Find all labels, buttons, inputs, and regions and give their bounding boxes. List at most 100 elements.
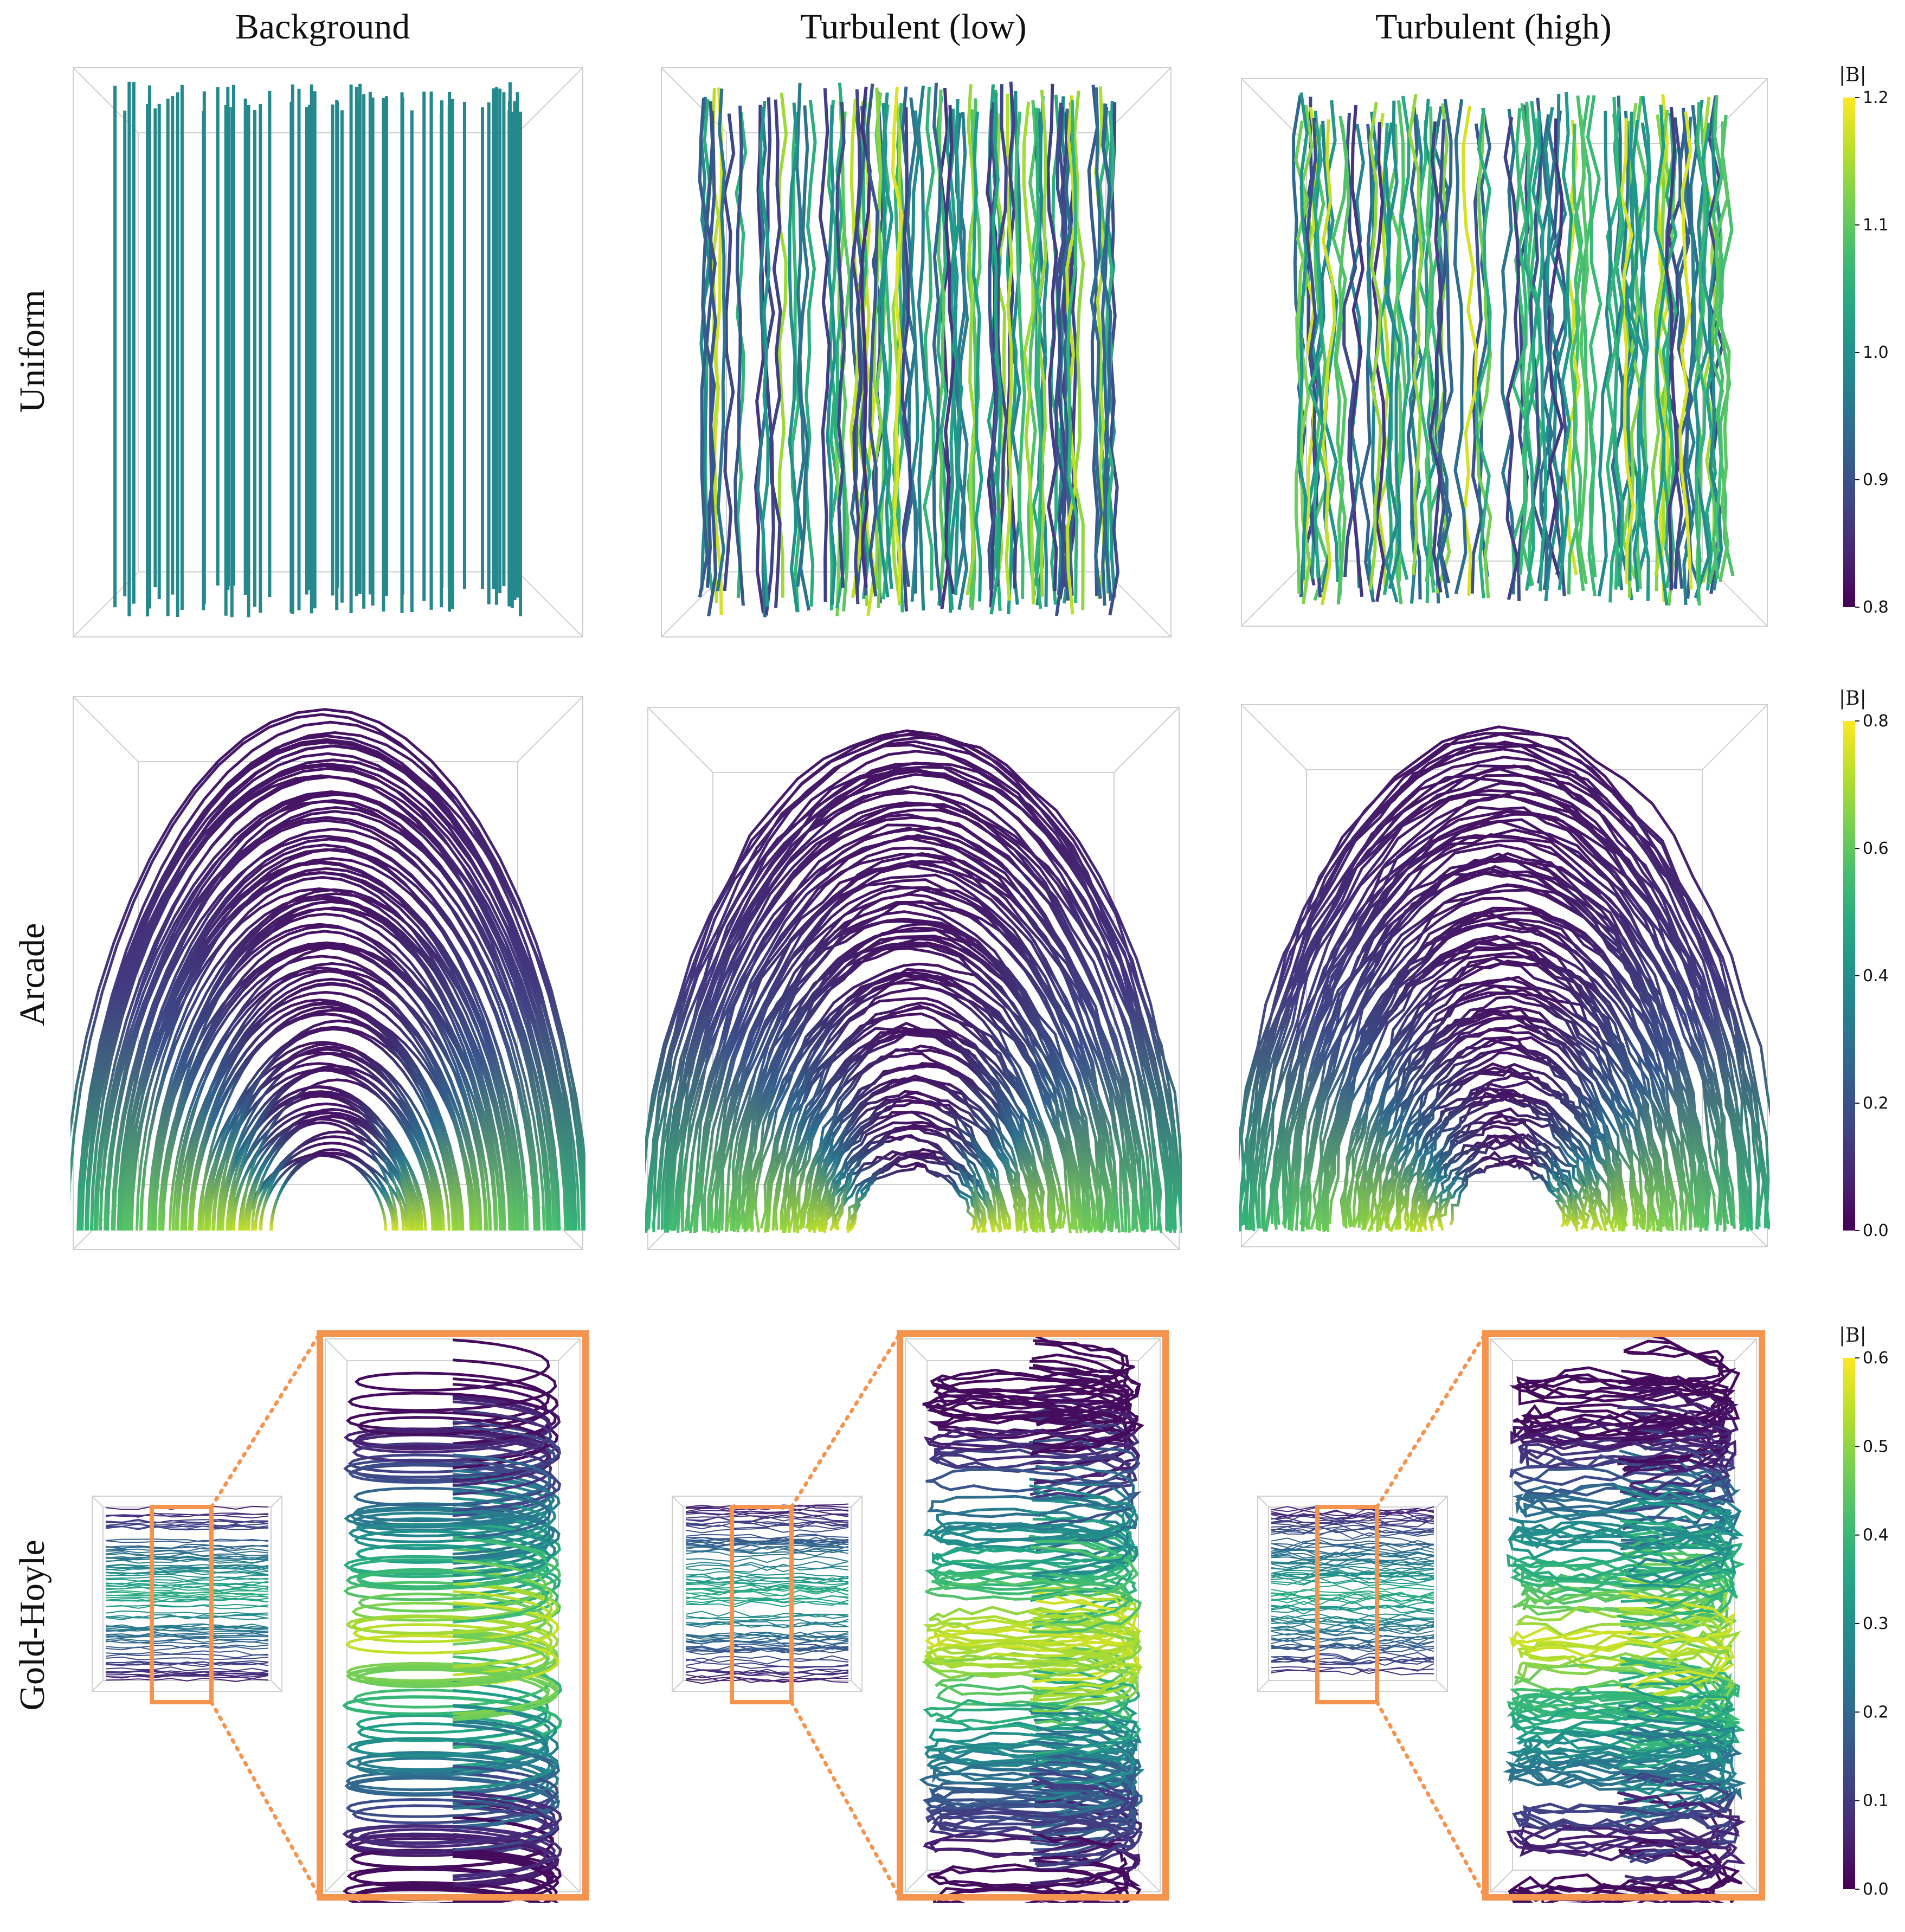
box-corner-edge bbox=[905, 1870, 928, 1892]
field-line bbox=[668, 791, 1157, 1231]
field-line bbox=[345, 1764, 559, 1851]
field-line bbox=[904, 97, 918, 594]
field-line bbox=[928, 1484, 1137, 1575]
field-line bbox=[105, 1634, 269, 1639]
field-line bbox=[343, 1425, 562, 1512]
field-line bbox=[1046, 83, 1058, 591]
zoom-selection-box bbox=[150, 1505, 214, 1704]
field-line bbox=[1271, 1572, 1434, 1578]
panel-arcade-turbulent-low bbox=[645, 705, 1182, 1252]
field-line bbox=[748, 962, 1092, 1232]
box-corner-edge bbox=[325, 1338, 347, 1361]
field-line bbox=[1271, 1518, 1434, 1528]
field-line bbox=[105, 1677, 269, 1683]
field-line bbox=[685, 1556, 849, 1563]
field-line bbox=[356, 1680, 549, 1768]
field-line bbox=[909, 110, 921, 602]
field-line bbox=[1428, 121, 1444, 593]
field-line bbox=[1283, 852, 1707, 1227]
field-line bbox=[105, 1523, 269, 1529]
box-corner-edge bbox=[1702, 704, 1768, 770]
field-line bbox=[1271, 1577, 1434, 1586]
zoom-selection-box bbox=[730, 1505, 794, 1704]
field-line bbox=[105, 1547, 269, 1552]
field-line bbox=[1438, 1160, 1572, 1227]
field-line bbox=[685, 1521, 849, 1528]
field-line bbox=[1550, 94, 1567, 575]
field-line bbox=[1475, 108, 1492, 598]
field-line bbox=[1653, 104, 1669, 606]
panel-arcade-turbulent-high bbox=[1239, 702, 1770, 1250]
field-line bbox=[957, 112, 969, 610]
field-line bbox=[712, 873, 1111, 1229]
field-line bbox=[353, 1497, 551, 1583]
field-line bbox=[685, 1610, 849, 1618]
box-corner-edge bbox=[1241, 704, 1307, 770]
field-line bbox=[926, 1465, 1137, 1552]
field-line bbox=[1507, 1486, 1735, 1584]
box-corner-edge bbox=[1734, 1870, 1757, 1892]
column-title-turbulent-low: Turbulent (low) bbox=[800, 7, 1027, 47]
box-corner-edge bbox=[905, 1338, 928, 1361]
zoom-connector-top bbox=[209, 1331, 322, 1509]
field-line bbox=[754, 971, 1072, 1233]
field-line bbox=[1090, 87, 1103, 599]
colorbar-gradient bbox=[1843, 1358, 1855, 1889]
field-line bbox=[1271, 1510, 1434, 1518]
field-line bbox=[685, 1508, 849, 1515]
field-line bbox=[1586, 95, 1602, 596]
field-line bbox=[1271, 1595, 1434, 1605]
field-line bbox=[799, 1074, 1029, 1232]
field-line bbox=[1420, 1119, 1588, 1229]
field-line bbox=[105, 1646, 269, 1651]
field-line bbox=[1386, 100, 1401, 589]
field-line bbox=[342, 1662, 562, 1749]
field-line bbox=[685, 1676, 849, 1683]
field-line bbox=[1321, 935, 1668, 1227]
field-line bbox=[1271, 1559, 1434, 1569]
field-line bbox=[105, 1632, 269, 1637]
field-line bbox=[1385, 1035, 1628, 1232]
field-line bbox=[1250, 764, 1752, 1232]
field-line bbox=[353, 1453, 551, 1540]
field-line bbox=[925, 1438, 1142, 1527]
field-line bbox=[1061, 108, 1073, 591]
field-line bbox=[76, 740, 577, 1231]
field-line bbox=[930, 1339, 1135, 1425]
field-line bbox=[1514, 1576, 1741, 1667]
field-line bbox=[1664, 106, 1679, 591]
field-line bbox=[1271, 1613, 1434, 1621]
field-line bbox=[93, 775, 568, 1231]
colorbar-gradient bbox=[1843, 721, 1855, 1231]
field-line bbox=[147, 897, 498, 1231]
field-line bbox=[685, 1561, 849, 1568]
colorbar-goldhoyle: |B| 0.0 0.1 0.2 0.3 0.4 0.5 0.6 bbox=[1832, 1315, 1903, 1908]
field-line bbox=[685, 1639, 849, 1645]
field-line bbox=[1526, 1339, 1728, 1433]
field-line bbox=[1567, 124, 1584, 595]
box-outer-edge bbox=[661, 67, 1172, 637]
field-line bbox=[105, 1674, 269, 1678]
colorbar-tick-label: 0.9 bbox=[1863, 471, 1889, 490]
box-corner-edge bbox=[271, 1680, 282, 1692]
field-line bbox=[1508, 1479, 1742, 1574]
field-line bbox=[1032, 107, 1042, 609]
field-line bbox=[1299, 858, 1727, 1232]
field-line bbox=[685, 1637, 849, 1643]
field-line bbox=[685, 1587, 849, 1594]
field-line bbox=[344, 1475, 561, 1562]
field-line bbox=[1271, 1566, 1434, 1572]
colorbar-tick-label: 0.4 bbox=[1863, 967, 1889, 986]
field-line bbox=[105, 1564, 269, 1570]
field-line bbox=[1418, 1107, 1604, 1231]
box-corner-edge bbox=[558, 1338, 581, 1361]
field-line bbox=[1271, 1536, 1434, 1545]
box-corner-edge bbox=[92, 1496, 104, 1508]
field-line bbox=[923, 1799, 1142, 1885]
field-line bbox=[105, 1521, 269, 1524]
colorbar-tick-label: 0.8 bbox=[1863, 598, 1889, 617]
field-line bbox=[345, 1720, 559, 1807]
field-line bbox=[1271, 1569, 1434, 1579]
field-line bbox=[1027, 100, 1038, 596]
field-line bbox=[685, 1631, 849, 1638]
